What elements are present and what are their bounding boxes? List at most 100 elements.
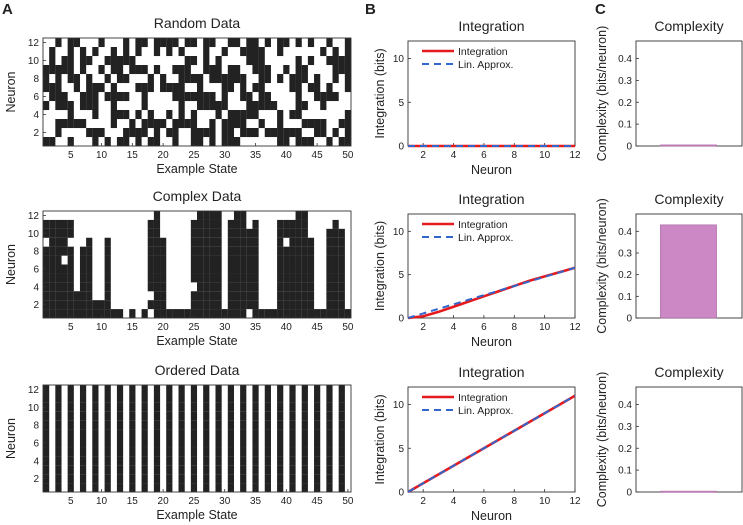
heatmap-cell: [215, 211, 222, 220]
heatmap-cell: [67, 65, 74, 75]
heatmap-cell: [264, 420, 271, 430]
heatmap-cell: [116, 110, 124, 120]
heatmap-cell: [172, 83, 179, 93]
heatmap-cell: [227, 83, 235, 93]
heatmap-cell: [190, 465, 198, 475]
y-axis-label: Integration (bits): [373, 394, 387, 484]
heatmap-cell: [215, 411, 222, 421]
heatmap-cell: [277, 483, 284, 493]
heatmap-cell: [252, 237, 259, 247]
heatmap-cell: [86, 74, 93, 84]
heatmap-cell: [49, 65, 56, 75]
heatmap-cell: [190, 385, 198, 394]
heatmap-cell: [295, 282, 302, 292]
heatmap-cell: [314, 119, 321, 129]
heatmap-cell: [73, 291, 81, 301]
x-tick-label: 50: [342, 150, 354, 161]
heatmap-cell: [215, 393, 222, 403]
x-axis-label: Neuron: [471, 509, 512, 523]
heatmap-cell: [233, 65, 241, 75]
heatmap-cell: [203, 92, 210, 102]
heatmap-cell: [301, 246, 308, 256]
y-tick-label: 2: [33, 300, 39, 311]
x-tick-label: 50: [342, 496, 354, 507]
chart-title: Complexity: [654, 191, 723, 207]
heatmap-cell: [338, 137, 345, 147]
heatmap-cell: [301, 228, 308, 238]
heatmap-cell: [172, 137, 179, 147]
heatmap-cell: [227, 483, 235, 493]
heatmap-cell: [141, 402, 148, 412]
heatmap-cell: [270, 128, 278, 138]
heatmap-cell: [73, 38, 81, 48]
heatmap-cell: [240, 291, 247, 301]
y-tick-label: 6: [33, 92, 39, 103]
heatmap-cell: [104, 56, 111, 66]
heatmap-cell: [246, 264, 253, 274]
heatmap-cell: [326, 411, 333, 421]
y-tick-label: 12: [28, 211, 40, 222]
heatmap-cell: [252, 483, 259, 493]
heatmap-cell: [295, 228, 302, 238]
heatmap-cell: [92, 101, 99, 111]
heatmap-cell: [270, 309, 278, 319]
heatmap-cell: [43, 137, 50, 147]
panel-letter-C: C: [595, 1, 606, 18]
heatmap-cell: [166, 385, 173, 394]
heatmap-cell: [147, 137, 154, 147]
heatmap-cell: [178, 92, 185, 102]
heatmap-cell: [320, 47, 327, 57]
heatmap-cell: [227, 282, 235, 292]
heatmap-cell: [178, 420, 185, 430]
heatmap-cell: [289, 83, 296, 93]
bar: [660, 144, 717, 147]
heatmap-cell: [258, 74, 265, 84]
heatmap-cell: [178, 47, 185, 57]
y-axis-label: Neuron: [4, 418, 18, 459]
heatmap-cell: [227, 264, 235, 274]
heatmap-cell: [43, 402, 50, 412]
heatmap-cell: [252, 246, 259, 256]
heatmap-cell: [153, 402, 161, 412]
heatmap-cell: [153, 483, 161, 493]
plot-frame: [407, 386, 576, 493]
heatmap-cell: [252, 282, 259, 292]
heatmap-cell: [104, 74, 111, 84]
heatmap-cell: [92, 447, 99, 457]
heatmap-cell: [104, 420, 111, 430]
heatmap-cell: [252, 411, 259, 421]
bar: [660, 224, 717, 319]
heatmap-cell: [326, 420, 333, 430]
heatmap-cell: [129, 429, 136, 439]
heatmap-cell: [55, 456, 62, 466]
heatmap-cell: [197, 137, 204, 147]
heatmap-cell: [147, 228, 154, 238]
heatmap-cell: [289, 420, 296, 430]
heatmap-cell: [67, 47, 74, 57]
heatmap-cell: [79, 255, 87, 265]
heatmap-cell: [197, 282, 204, 292]
heatmap-cell: [92, 474, 99, 484]
heatmap-cell: [215, 309, 222, 319]
heatmap-cell: [277, 255, 284, 265]
heatmap-cell: [203, 309, 210, 319]
heatmap-cell: [277, 128, 284, 138]
heatmap-cell: [79, 483, 87, 493]
heatmap-cell: [344, 65, 352, 75]
heatmap-cell: [295, 264, 302, 274]
heatmap-cell: [264, 101, 271, 111]
heatmap-cell: [277, 300, 284, 310]
heatmap-cell: [314, 438, 321, 448]
heatmap-cell: [252, 83, 259, 93]
heatmap-cell: [295, 300, 302, 310]
heatmap-cell: [233, 219, 241, 229]
heatmap-cell: [43, 219, 50, 229]
heatmap-cell: [86, 309, 93, 319]
heatmap-cell: [67, 264, 74, 274]
heatmap-cell: [314, 483, 321, 493]
heatmap-cell: [92, 47, 99, 57]
heatmap-cell: [61, 56, 68, 66]
y-tick-label: 5: [398, 444, 404, 455]
heatmap-cell: [246, 110, 253, 120]
heatmap-cell: [332, 56, 339, 66]
